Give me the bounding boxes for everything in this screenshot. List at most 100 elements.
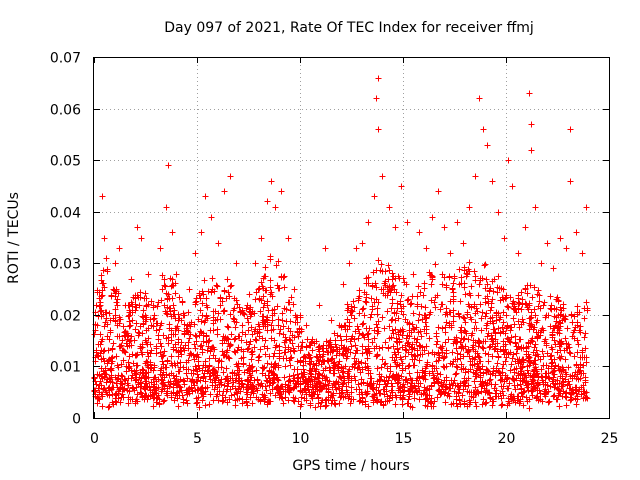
data-point [382, 381, 389, 388]
data-point [274, 383, 281, 390]
data-point [493, 365, 500, 372]
data-point [364, 331, 371, 338]
data-point [453, 370, 460, 377]
data-point [524, 304, 531, 311]
data-point [181, 331, 188, 338]
data-point [228, 392, 235, 399]
data-point [181, 321, 188, 328]
data-point [531, 357, 538, 364]
data-point [280, 331, 287, 338]
data-point [459, 392, 466, 399]
data-point [168, 313, 175, 320]
data-point [185, 339, 192, 346]
y-tick-label: 0 [72, 412, 81, 428]
data-point [278, 274, 285, 281]
data-point [156, 326, 163, 333]
data-point [134, 391, 141, 398]
data-point [217, 302, 224, 309]
data-point [226, 396, 233, 403]
data-point [534, 351, 541, 358]
data-point [566, 385, 573, 392]
y-axis-title: ROTI / TECUs [6, 192, 22, 284]
data-point [164, 357, 171, 364]
data-point [165, 162, 172, 169]
data-point [569, 319, 576, 326]
data-point [155, 392, 162, 399]
data-point [155, 376, 162, 383]
data-point [439, 301, 446, 308]
data-point [292, 380, 299, 387]
data-point [422, 304, 429, 311]
data-point [297, 347, 304, 354]
data-point [100, 355, 107, 362]
data-point [465, 382, 472, 389]
data-point [560, 305, 567, 312]
data-point [340, 380, 347, 387]
data-point [202, 402, 209, 409]
data-point [454, 403, 461, 410]
data-point [366, 348, 373, 355]
data-point [191, 382, 198, 389]
data-point [556, 367, 563, 374]
data-point [374, 365, 381, 372]
data-point [451, 336, 458, 343]
data-point [498, 285, 505, 292]
data-point [550, 368, 557, 375]
x-tick-label: 15 [395, 431, 413, 447]
data-point [276, 353, 283, 360]
data-point [153, 350, 160, 357]
data-point [268, 327, 275, 334]
data-point [280, 388, 287, 395]
data-point [531, 306, 538, 313]
data-point [316, 302, 323, 309]
data-point [305, 351, 312, 358]
data-point [112, 306, 119, 313]
data-point [175, 403, 182, 410]
data-point [203, 302, 210, 309]
data-point [411, 356, 418, 363]
data-point [273, 262, 280, 269]
data-point [522, 300, 529, 307]
data-point [202, 378, 209, 385]
data-point [371, 327, 378, 334]
data-point [134, 362, 141, 369]
data-point [414, 336, 421, 343]
data-point [294, 319, 301, 326]
data-point [467, 314, 474, 321]
data-point [376, 371, 383, 378]
data-point [427, 309, 434, 316]
data-point [112, 260, 119, 267]
data-point [277, 326, 284, 333]
data-point [210, 308, 217, 315]
data-point [270, 379, 277, 386]
data-point [234, 363, 241, 370]
data-point [582, 330, 589, 337]
data-point [398, 183, 405, 190]
data-point [376, 377, 383, 384]
data-point [475, 292, 482, 299]
data-point [165, 340, 172, 347]
data-point [577, 323, 584, 330]
y-tick-label: 0.04 [50, 206, 81, 222]
data-point [359, 321, 366, 328]
data-point [398, 308, 405, 315]
data-point [258, 235, 265, 242]
data-point [221, 188, 228, 195]
data-point [480, 126, 487, 133]
data-point [469, 361, 476, 368]
data-point [398, 373, 405, 380]
data-point [267, 256, 274, 263]
data-point [464, 403, 471, 410]
data-point [249, 384, 256, 391]
data-point [360, 305, 367, 312]
data-point [373, 353, 380, 360]
data-point [115, 372, 122, 379]
data-point [287, 348, 294, 355]
data-point [239, 329, 246, 336]
data-point [98, 293, 105, 300]
data-point [563, 371, 570, 378]
data-point [463, 330, 470, 337]
data-point [394, 380, 401, 387]
data-point [540, 353, 547, 360]
data-point [194, 371, 201, 378]
